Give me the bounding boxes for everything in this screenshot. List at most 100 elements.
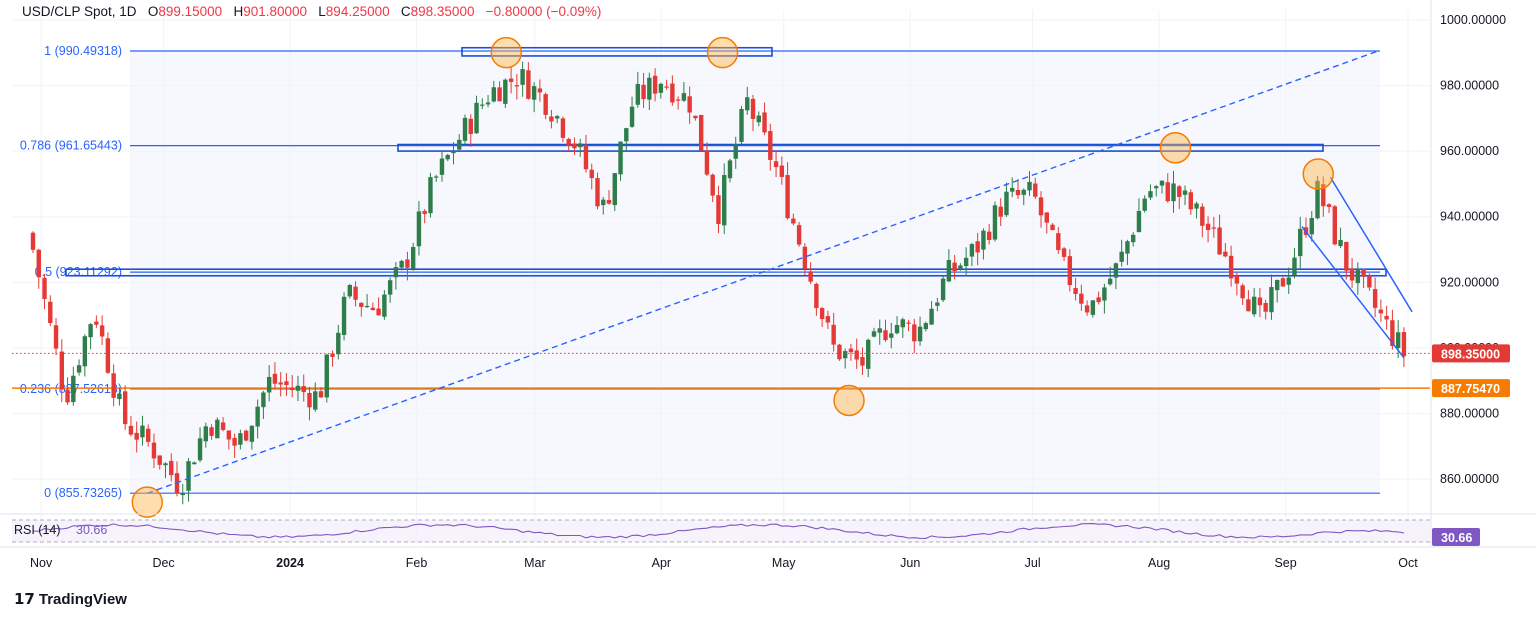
candle-body [1079,293,1084,304]
candle-body [1326,204,1332,207]
candle-body [451,151,456,154]
candle-body [382,294,387,317]
candle-body [658,83,664,93]
candle-body [192,462,197,465]
candle-body [1200,206,1205,226]
candle-body [698,114,704,151]
candle-body [215,419,220,439]
candle-body [848,348,854,353]
candle-body [1050,224,1055,231]
support-badge [1432,379,1510,398]
fibonacci-retracement[interactable]: 1 (990.49318) 0.786 (961.65443) 0.5 (923.1… [12,44,1430,500]
rsi-pane[interactable]: RSI (14) 30.66 30.66 [0,513,1536,546]
candle-body [923,323,929,330]
candle-body [301,386,306,393]
highlight-circle [490,36,523,69]
candle-body [1338,239,1343,247]
time-tick-label: Jul [1025,556,1041,570]
candle-body [969,244,975,257]
candle-body [1344,241,1349,271]
candle-body [1033,183,1038,197]
highlight-circle [1159,132,1192,164]
candle-body [1332,206,1337,245]
candle-body [1182,190,1188,195]
candle-body [1107,278,1113,285]
candle-body [1004,191,1009,216]
candle-body [520,69,525,85]
time-tick-label: Mar [524,556,546,570]
price-tick-label: 1000.00000 [1440,13,1506,27]
candle-body [946,260,952,282]
candle-body [353,286,358,300]
candle-body [243,430,249,441]
candle-body [376,308,381,316]
candle-body [549,116,554,122]
candle-body [929,308,934,325]
candle-body [1188,192,1193,210]
candle-body [1102,287,1107,301]
time-tick-label: Nov [30,556,53,570]
candle-body [1355,268,1361,284]
candle-body [76,365,82,373]
candle-body [42,277,47,299]
candle-body [266,376,272,393]
candle-body [290,387,295,391]
candle-body [405,259,410,268]
candle-body [284,381,289,386]
channel-line-0 [1301,226,1405,359]
time-axis[interactable]: Nov Dec 2024 Feb Mar Apr May Jun Jul Aug Sep Oct [0,546,1536,570]
candle-body [1165,182,1170,202]
candle-body [687,96,692,113]
candle-body [387,280,393,295]
candle-body [578,143,583,148]
candle-body [664,86,669,88]
tradingview-brand[interactable]: 𝟭𝟳 TradingView [14,590,127,608]
candle-body [232,437,237,446]
candle-body [474,102,479,134]
price-axis[interactable]: 1000.00000 980.00000 960.00000 940.00000 920… [1430,0,1510,545]
candle-body [146,428,151,442]
candle-body [336,332,341,355]
candle-body [1125,241,1130,254]
candle-body [1148,191,1153,198]
candle-body [641,84,646,100]
candle-body [1084,305,1090,313]
last-price-badge [1432,344,1510,363]
candle-body [1298,228,1303,257]
drawing-tools[interactable] [12,36,1430,518]
candle-body [457,139,462,150]
candle-body [1154,186,1159,189]
candle-body [1384,315,1389,320]
candle-body [514,85,520,87]
candle-body [543,94,548,115]
candle-body [894,325,900,334]
price-tick-label: 880.00000 [1440,407,1499,421]
candle-body [278,382,283,385]
candle-body [958,265,963,269]
candle-body [963,257,969,267]
candle-body [756,115,761,123]
candle-body [877,328,882,333]
candle-body [128,425,134,435]
candle-body [428,177,433,214]
candle-body [359,302,364,307]
candle-body [295,385,301,391]
candle-body [866,339,871,369]
candle-body [1067,256,1073,286]
candle-body [197,438,203,461]
price-tick-label: 940.00000 [1440,210,1499,224]
high-label: H [233,4,244,19]
candle-body [986,231,992,240]
candle-body [1142,198,1147,211]
candle-body [1315,180,1320,219]
candle-body [364,305,370,308]
candle-body [647,77,652,100]
candle-body [468,118,473,134]
close-label: C [400,4,411,19]
rsi-label: RSI (14) [14,523,61,537]
highlight-circle [1302,158,1334,190]
symbol-header: USD/CLP Spot, 1D O899.15000 H901.80000 L… [22,4,601,19]
candle-body [1038,197,1044,216]
candle-body [975,241,980,253]
